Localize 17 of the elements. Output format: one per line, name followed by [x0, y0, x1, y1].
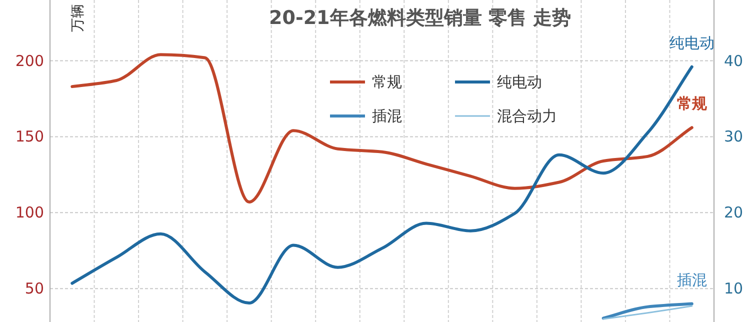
legend-label: 纯电动	[497, 73, 542, 91]
y2-tick-label: 20	[724, 204, 744, 222]
y-tick-label: 150	[15, 128, 44, 146]
annotation: 常规	[676, 94, 708, 113]
legend-label: 插混	[372, 107, 402, 125]
annotation: 纯电动	[669, 34, 714, 52]
legend-label: 常规	[372, 73, 402, 91]
y-tick-label: 50	[24, 280, 44, 298]
y2-tick-label: 40	[724, 52, 744, 70]
y2-tick-label: 10	[724, 280, 744, 298]
chart-title: 20-21年各燃料类型销量 零售 走势	[269, 7, 571, 29]
legend-label: 混合动力	[497, 107, 557, 125]
y-axis-title: 万辆	[70, 4, 86, 32]
annotation: 插混	[676, 270, 707, 289]
y-tick-label: 100	[15, 204, 44, 222]
y-tick-label: 200	[15, 52, 44, 70]
y2-tick-label: 30	[724, 128, 744, 146]
